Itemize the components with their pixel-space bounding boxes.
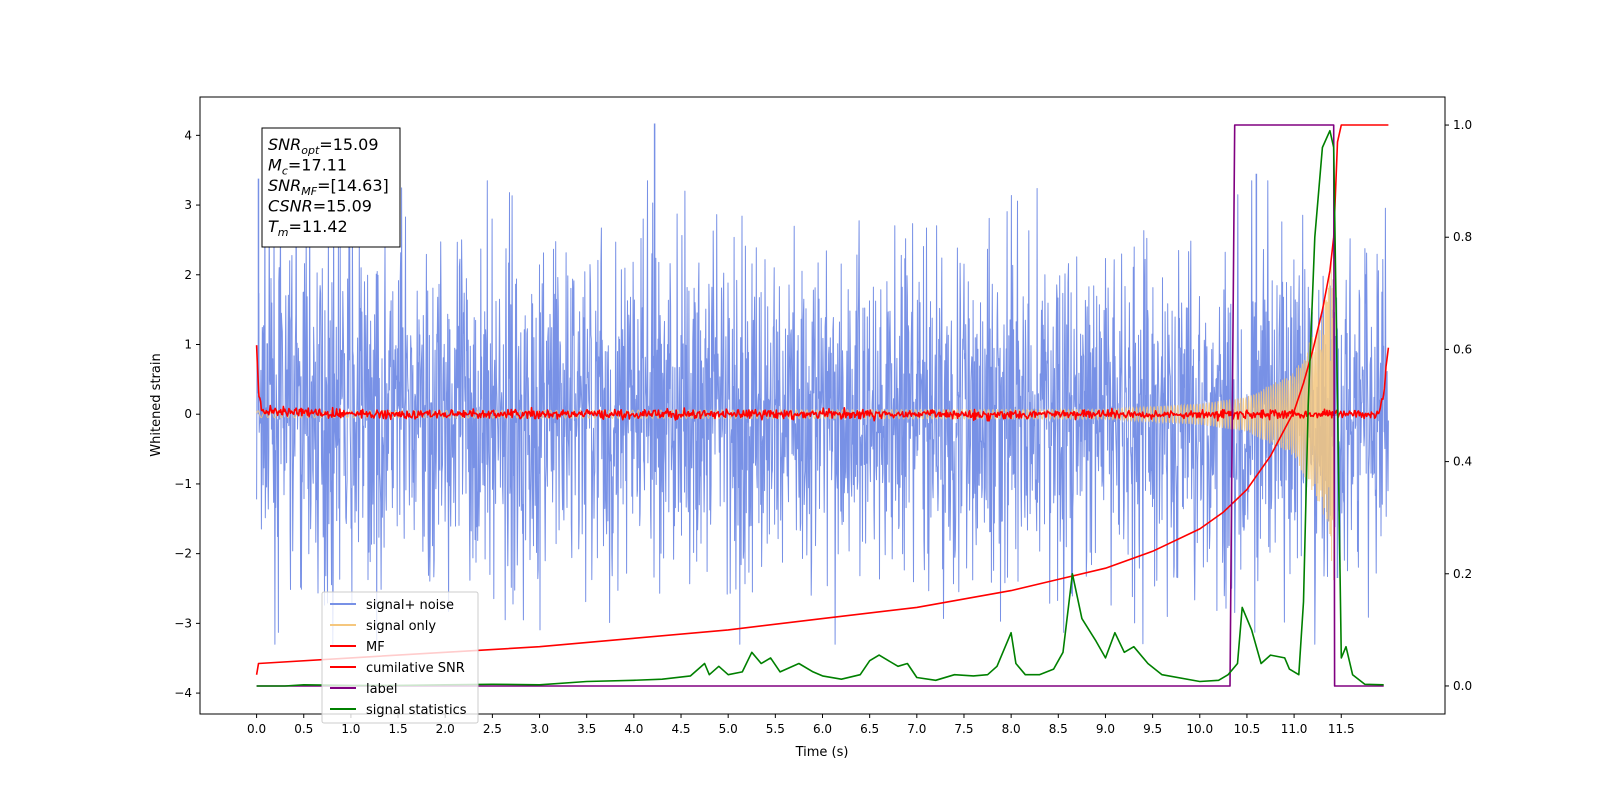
x-tick-label: 9.5 [1143, 722, 1162, 736]
series-signal-noise [256, 180, 1389, 645]
legend-entry-label: signal+ noise [366, 598, 454, 613]
legend-entry-label: label [366, 682, 397, 697]
x-tick-label: 2.5 [483, 722, 502, 736]
legend-box [321, 591, 479, 724]
y2-tick-label: 0.6 [1453, 342, 1472, 356]
y-tick-label: 0 [184, 407, 192, 421]
x-axis-label: Time (s) [795, 745, 849, 760]
x-tick-label: 10.0 [1186, 722, 1213, 736]
series-signal-statistics [256, 129, 1384, 687]
y2-tick-label: 0.8 [1453, 230, 1472, 244]
y-tick-label: −2 [174, 547, 192, 561]
y2-tick-label: 0.0 [1453, 679, 1472, 693]
y-tick-label: −4 [174, 686, 192, 700]
series-mf [255, 345, 1390, 422]
legend-entry-label: cumilative SNR [366, 661, 465, 676]
x-tick-label: 6.5 [860, 722, 879, 736]
x-tick-label: 11.5 [1328, 722, 1355, 736]
series-label [256, 124, 1384, 687]
x-tick-label: 6.0 [813, 722, 832, 736]
x-tick-label: 4.0 [624, 722, 643, 736]
x-tick-label: 0.5 [294, 722, 313, 736]
x-tick-label: 0.0 [247, 722, 266, 736]
x-tick-label: 3.0 [530, 722, 549, 736]
annotation-line: Mc=17.11 [268, 156, 347, 178]
legend: signal+ noise signal only MF cumilative SNR… [321, 591, 479, 724]
y2-tick-label: 1.0 [1453, 118, 1472, 132]
axes-layer: 0.0 0.5 1.0 1.5 2.0 2.5 3.0 3.5 4.0 4.5 5.0 5.5 6.0 6… [174, 118, 1472, 736]
annotation-line: SNRopt=15.09 [268, 135, 379, 157]
annotation-line: SNRMF=[14.63] [268, 176, 389, 198]
x-tick-label: 3.5 [577, 722, 596, 736]
x-tick-label: 5.0 [719, 722, 738, 736]
legend-entry-label: signal only [366, 619, 436, 634]
annotation-line: CSNR=15.09 [268, 197, 372, 216]
y2-tick-label: 0.2 [1453, 567, 1472, 581]
x-tick-label: 7.5 [954, 722, 973, 736]
y-tick-label: −1 [174, 477, 192, 491]
y-tick-label: 3 [184, 198, 192, 212]
x-tick-label: 5.5 [766, 722, 785, 736]
annotation-line: Tm=11.42 [268, 217, 348, 239]
y-tick-label: 1 [184, 337, 192, 351]
x-tick-label: 11.0 [1281, 722, 1308, 736]
x-tick-label: 8.5 [1049, 722, 1068, 736]
y2-tick-label: 0.4 [1453, 455, 1472, 469]
stats-annotation: SNRopt=15.09Mc=17.11SNRMF=[14.63]CSNR=15… [261, 127, 401, 248]
y-tick-label: 2 [184, 268, 192, 282]
x-tick-label: 10.5 [1234, 722, 1261, 736]
y-tick-label: 4 [184, 128, 192, 142]
x-tick-label: 1.0 [341, 722, 360, 736]
x-tick-label: 9.0 [1096, 722, 1115, 736]
x-tick-label: 7.0 [907, 722, 926, 736]
legend-entry-label: signal statistics [366, 703, 467, 718]
x-tick-label: 2.0 [436, 722, 455, 736]
x-tick-label: 1.5 [389, 722, 408, 736]
legend-entry-label: MF [366, 640, 385, 655]
y-axis-label: Whitened strain [149, 353, 164, 456]
x-tick-label: 8.0 [1002, 722, 1021, 736]
series-cumilative-snr [255, 124, 1389, 675]
annotation-box [261, 127, 401, 248]
x-tick-label: 4.5 [671, 722, 690, 736]
y-tick-label: −3 [174, 616, 192, 630]
series-layer [255, 123, 1390, 687]
